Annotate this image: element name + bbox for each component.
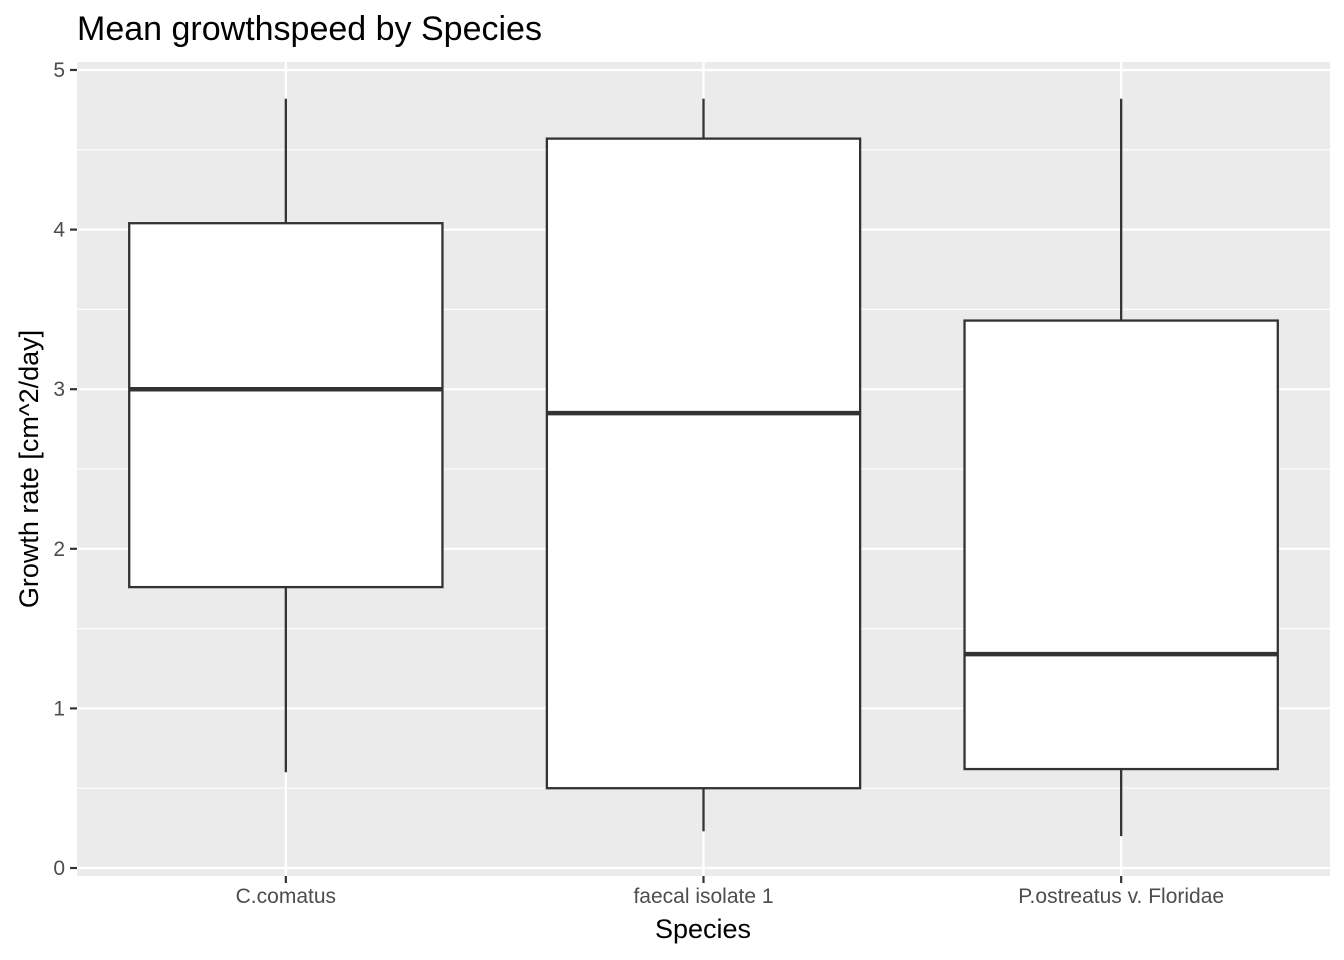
x-tick-label: faecal isolate 1 — [633, 885, 773, 908]
x-axis: C.comatus faecal isolate 1 P.ostreatus v. … — [236, 876, 1224, 908]
box-iqr — [128, 222, 444, 589]
chart-title: Mean growthspeed by Species — [77, 10, 542, 48]
y-tick-label: 3 — [53, 378, 65, 401]
box-1 — [128, 98, 444, 773]
x-tick-label: C.comatus — [236, 885, 336, 908]
y-tick-label: 2 — [53, 538, 65, 561]
y-tick-label: 0 — [53, 857, 65, 880]
y-tick-label: 4 — [53, 219, 65, 242]
box-series — [128, 98, 1279, 837]
y-axis: 0 1 2 3 4 5 — [53, 59, 77, 880]
y-tick-label: 1 — [53, 697, 65, 720]
box-3 — [963, 98, 1279, 837]
y-axis-title: Growth rate [cm^2/day] — [14, 330, 44, 608]
y-tick-label: 5 — [53, 59, 65, 82]
x-tick-label: P.ostreatus v. Floridae — [1018, 885, 1224, 908]
box-iqr — [545, 137, 862, 790]
box-iqr — [963, 319, 1279, 771]
x-axis-title: Species — [655, 914, 751, 944]
box-2 — [545, 98, 862, 832]
